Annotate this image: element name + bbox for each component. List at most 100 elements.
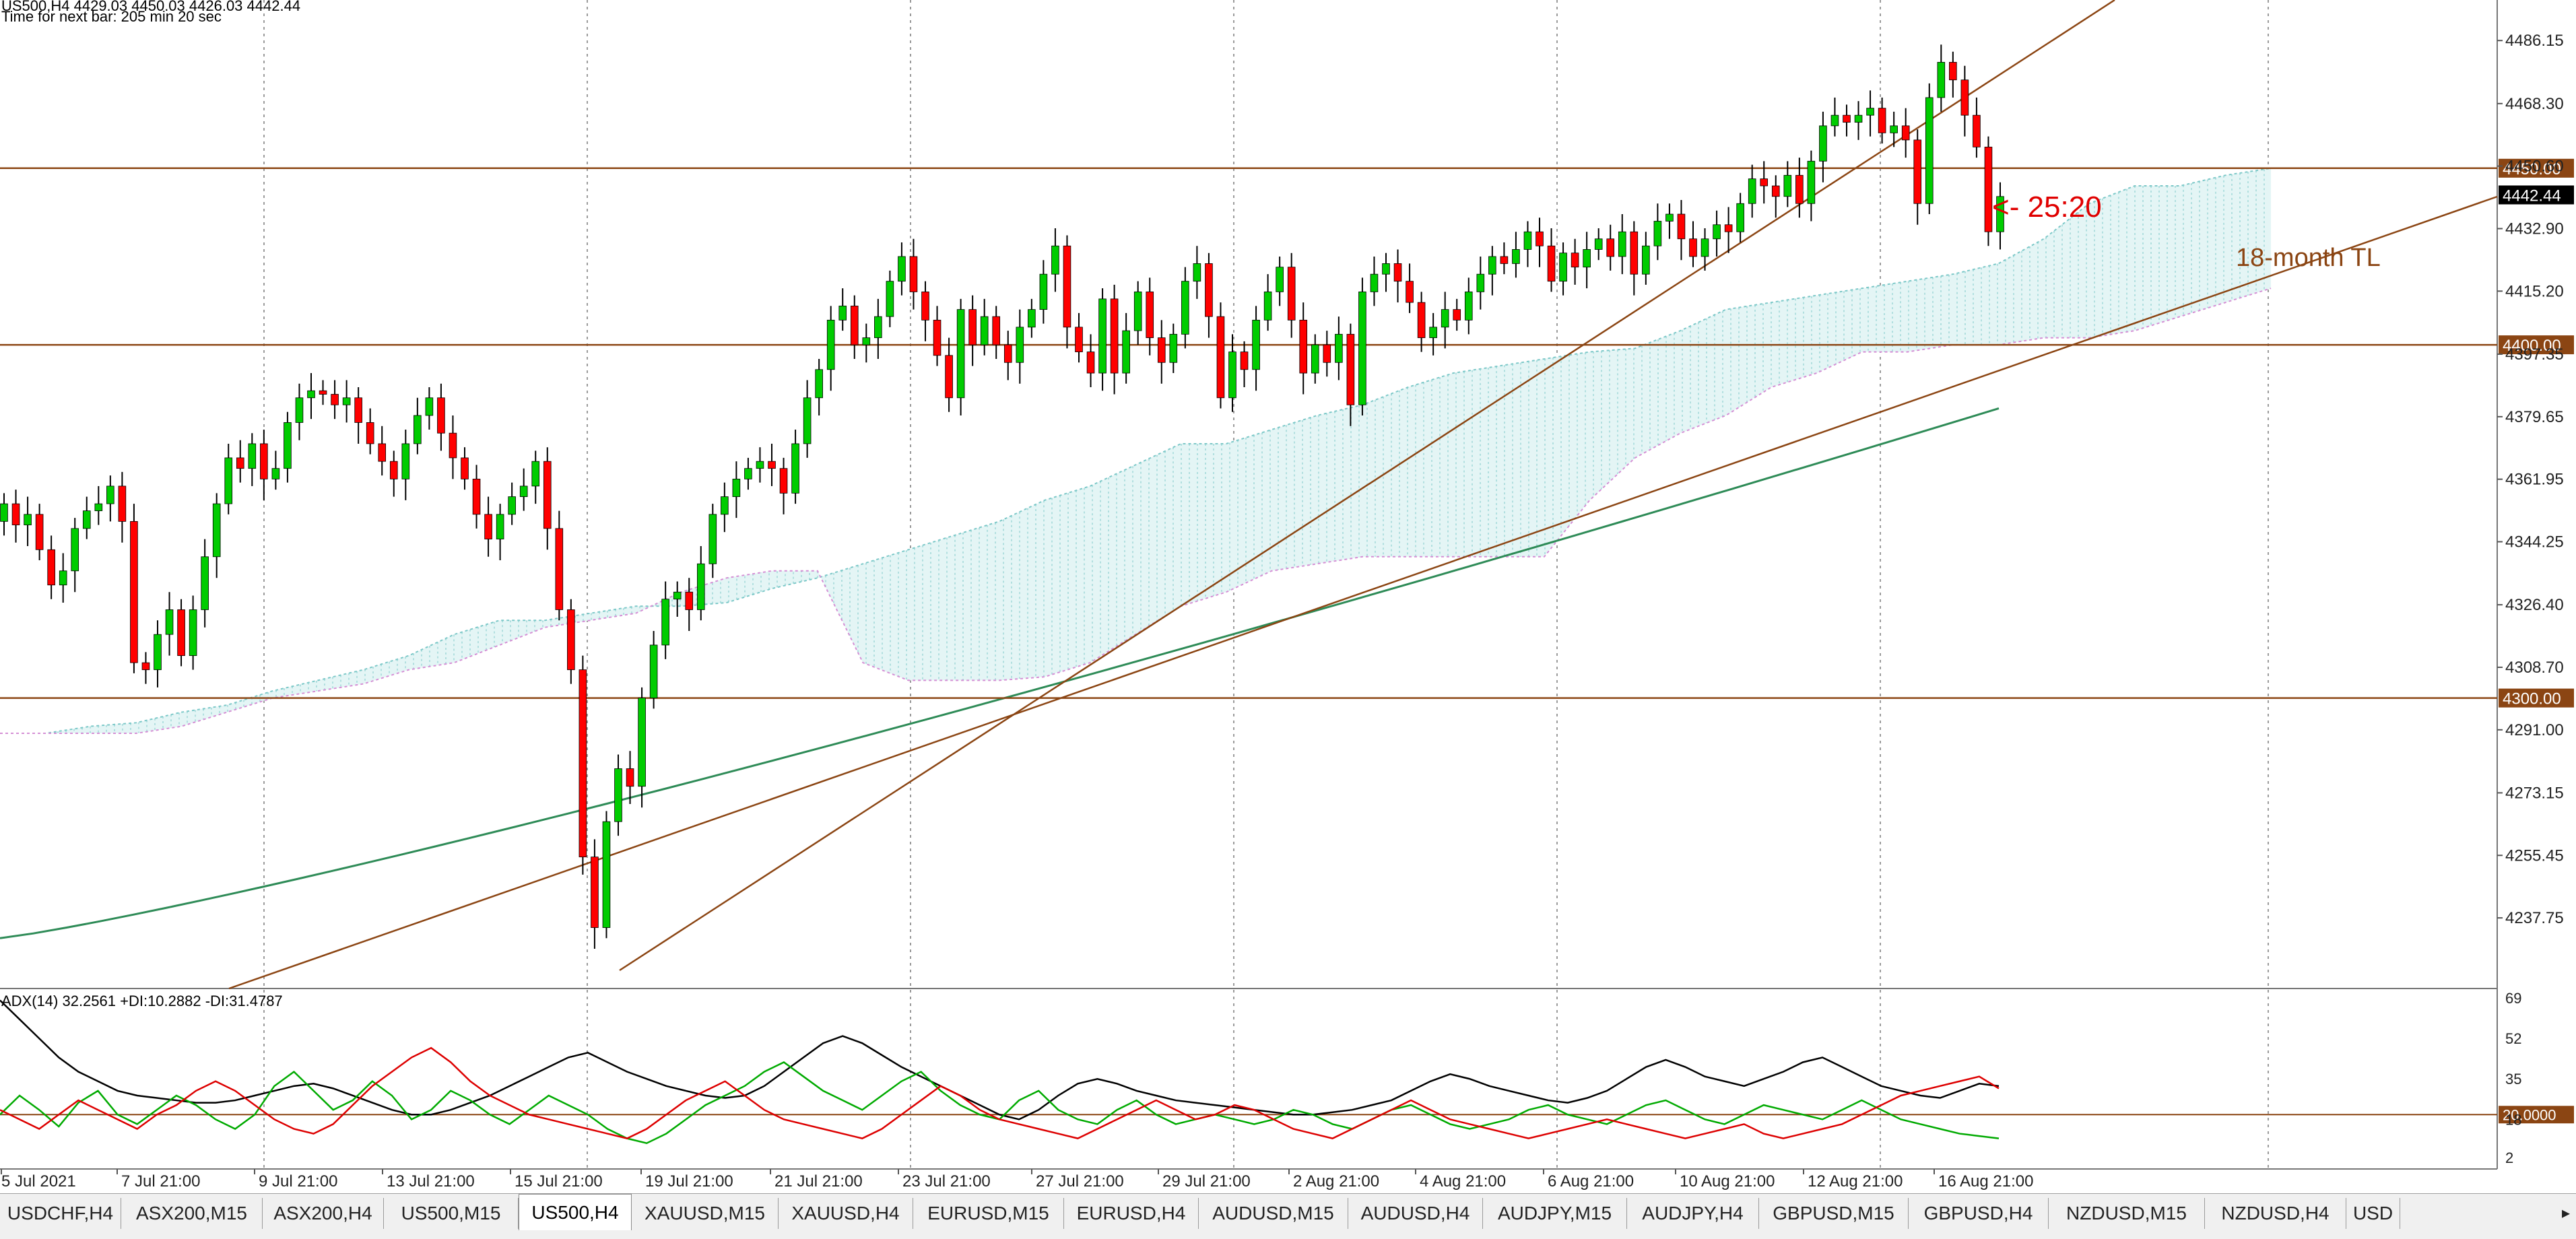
chart-tab[interactable]: XAUUSD,H4 — [779, 1198, 913, 1229]
bearish-candle — [626, 768, 634, 787]
bearish-candle — [331, 394, 339, 405]
bullish-candle — [271, 468, 280, 479]
bearish-candle — [461, 457, 469, 479]
price-tick-label: 4415.20 — [2505, 282, 2564, 300]
bullish-candle — [307, 390, 315, 399]
rising-trendline-steep — [619, 0, 2115, 972]
bullish-candle — [1559, 253, 1567, 282]
bearish-candle — [484, 514, 492, 539]
chart-tab[interactable]: AUDJPY,M15 — [1483, 1198, 1627, 1229]
bearish-candle — [177, 609, 185, 657]
price-tick-label: 4308.70 — [2505, 659, 2564, 677]
price-tick-label: 4255.45 — [2505, 846, 2564, 865]
chart-tab[interactable]: AUDUSD,H4 — [1348, 1198, 1483, 1229]
bullish-candle — [1358, 291, 1366, 405]
next-bar-timer: Time for next bar: 205 min 20 sec — [1, 8, 222, 25]
price-tick-label: 4291.00 — [2505, 721, 2564, 739]
chart-tab[interactable]: NZDUSD,M15 — [2049, 1198, 2205, 1229]
chart-tab[interactable]: AUDJPY,H4 — [1627, 1198, 1759, 1229]
bullish-candle — [1016, 327, 1024, 363]
candlesticks — [0, 44, 2004, 949]
price-tick-label: 4450.60 — [2505, 158, 2564, 176]
bearish-candle — [1299, 319, 1308, 374]
bullish-candle — [1713, 224, 1721, 240]
chart-tab[interactable]: GBPUSD,H4 — [1909, 1198, 2049, 1229]
chart-tab[interactable]: AUDUSD,M15 — [1199, 1198, 1348, 1229]
horizontal-levels[interactable]: 4450.00 4400.00 4300.00 — [0, 158, 2574, 708]
bearish-candle — [1984, 146, 1993, 232]
bullish-candle — [1925, 97, 1934, 204]
bullish-candle — [1441, 309, 1449, 328]
bearish-candle — [437, 397, 445, 434]
chart-tab[interactable]: USD — [2346, 1198, 2400, 1229]
bullish-candle — [1653, 221, 1662, 246]
chart-tab[interactable]: USDCHF,H4 — [0, 1198, 121, 1229]
level-price-label: 4450.00 — [2503, 160, 2561, 178]
bearish-candle — [1677, 213, 1686, 240]
bearish-candle — [1795, 174, 1804, 204]
bearish-candle — [567, 609, 575, 671]
chart-tab[interactable]: NZDUSD,H4 — [2205, 1198, 2346, 1229]
time-tick-label: 5 Jul 2021 — [1, 1172, 76, 1191]
bullish-candle — [1854, 114, 1863, 123]
bullish-candle — [1039, 273, 1048, 310]
bullish-candle — [1996, 196, 2004, 232]
bullish-candle — [756, 461, 764, 469]
chart-tab[interactable]: EURUSD,H4 — [1064, 1198, 1199, 1229]
time-tick-label: 4 Aug 21:00 — [1420, 1172, 1506, 1191]
bearish-candle — [1571, 253, 1579, 268]
bearish-candle — [591, 857, 599, 928]
bearish-candle — [850, 305, 859, 345]
bearish-candle — [1724, 224, 1733, 232]
bullish-candle — [1169, 333, 1178, 363]
bullish-candle — [212, 503, 221, 558]
price-tick-label: 4379.65 — [2505, 408, 2564, 426]
current-price-tag — [2499, 185, 2574, 205]
price-axis[interactable]: 4486.15 4468.30 4450.60 4432.90 4415.20 4397.… — [2497, 32, 2574, 927]
chart-tab[interactable]: ASX200,H4 — [263, 1198, 384, 1229]
bearish-candle — [1287, 267, 1296, 321]
bullish-candle — [342, 397, 351, 405]
time-tick-label: 21 Jul 21:00 — [774, 1172, 863, 1191]
bearish-candle — [389, 461, 398, 479]
time-axis[interactable]: 5 Jul 2021 7 Jul 21:00 9 Jul 21:00 13 Jul 2… — [1, 1169, 2033, 1191]
bearish-candle — [449, 432, 457, 459]
senkou-span-a — [0, 167, 2272, 735]
bearish-candle — [47, 549, 55, 586]
chart-tab[interactable]: US500,H4 — [519, 1194, 632, 1230]
bearish-candle — [543, 461, 552, 529]
bearish-candle — [1901, 125, 1910, 141]
bullish-candle — [496, 514, 504, 539]
bullish-candle — [189, 609, 197, 657]
chart-tab[interactable]: EURUSD,M15 — [913, 1198, 1064, 1229]
bearish-candle — [909, 256, 918, 292]
bullish-candle — [284, 422, 292, 469]
chart-tab[interactable]: ASX200,M15 — [121, 1198, 263, 1229]
time-tick-label: 13 Jul 21:00 — [387, 1172, 475, 1191]
bearish-candle — [1003, 344, 1012, 363]
bearish-candle — [35, 514, 44, 550]
bullish-candle — [154, 634, 162, 671]
bullish-candle — [1464, 291, 1473, 321]
time-tick-label: 6 Aug 21:00 — [1548, 1172, 1634, 1191]
chart-tab[interactable]: XAUUSD,M15 — [632, 1198, 779, 1229]
chart-annotations[interactable]: 18-month TL <- 25:20 — [1992, 191, 2381, 272]
bullish-candle — [1193, 263, 1201, 282]
price-tick-label: 4344.25 — [2505, 533, 2564, 551]
bullish-candle — [531, 461, 540, 487]
bearish-candle — [1393, 263, 1402, 282]
bearish-candle — [968, 309, 977, 345]
chart-tab[interactable]: US500,M15 — [384, 1198, 519, 1229]
cloud-fill — [0, 168, 2271, 734]
bearish-candle — [1157, 337, 1166, 363]
bearish-candle — [1500, 256, 1509, 264]
price-tick-label: 4273.15 — [2505, 784, 2564, 802]
moving-average-line — [0, 407, 2000, 939]
bullish-candle — [874, 316, 882, 338]
chart-tab[interactable]: GBPUSD,M15 — [1759, 1198, 1909, 1229]
bullish-candle — [1594, 238, 1603, 250]
bearish-candle — [1630, 231, 1639, 275]
tab-scroll-right-icon[interactable]: ▸ — [2561, 1204, 2571, 1222]
bearish-candle — [1216, 316, 1225, 399]
